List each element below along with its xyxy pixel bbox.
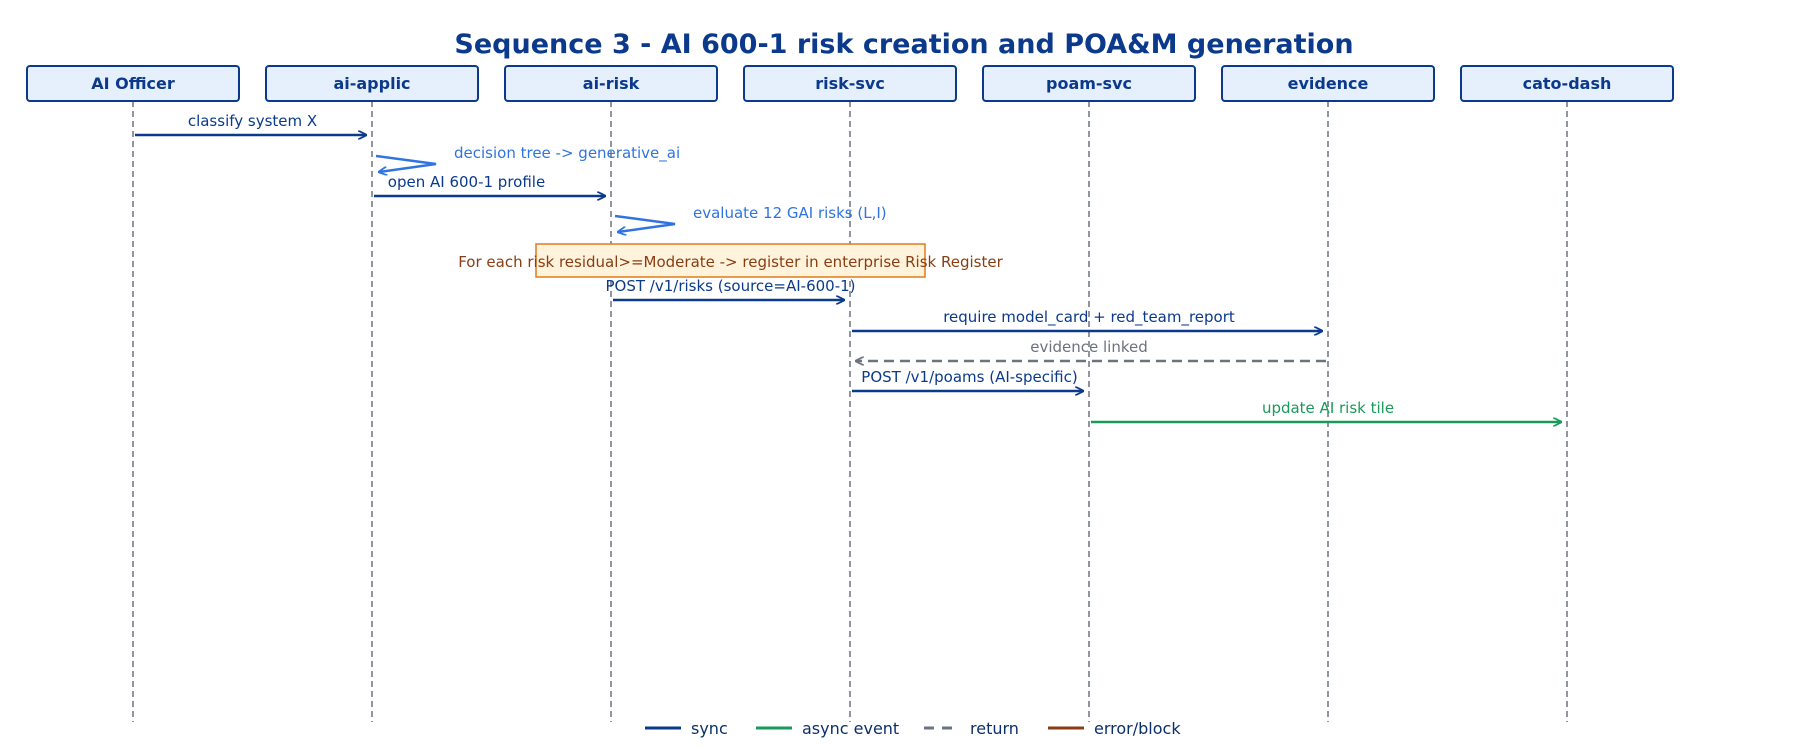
message-evidence-to-risksvc: evidence linked bbox=[856, 338, 1326, 361]
actor-label: ai-applic bbox=[333, 74, 410, 93]
self-arrow bbox=[614, 214, 676, 232]
lifelines bbox=[132, 101, 1568, 722]
message-label: update AI risk tile bbox=[1262, 399, 1394, 417]
message-label: POST /v1/risks (source=AI-600-1) bbox=[605, 277, 855, 295]
actor-box bbox=[982, 65, 1196, 102]
actor-label: poam-svc bbox=[1046, 74, 1132, 93]
legend-item-return: return bbox=[924, 719, 1019, 738]
messages: classify system X decision tree -> genera… bbox=[135, 112, 1561, 422]
actor-poam: poam-svc bbox=[982, 65, 1196, 102]
legend-item-error: error/block bbox=[1048, 719, 1181, 738]
legend-label: error/block bbox=[1094, 719, 1181, 738]
message-applic-to-risk: open AI 600-1 profile bbox=[374, 173, 605, 196]
message-poam-to-cato: update AI risk tile bbox=[1091, 399, 1561, 422]
message-label: require model_card + red_team_report bbox=[943, 308, 1235, 327]
actor-box bbox=[265, 65, 479, 102]
message-label: decision tree -> generative_ai bbox=[454, 144, 680, 163]
message-label: evidence linked bbox=[1030, 338, 1148, 356]
self-arrow bbox=[375, 154, 437, 172]
actors: AI Officer ai-applic ai-risk risk-svc poam-s… bbox=[26, 65, 1674, 102]
legend-item-sync: sync bbox=[645, 719, 728, 738]
legend-label: sync bbox=[691, 719, 728, 738]
diagram-title: Sequence 3 - AI 600-1 risk creation and … bbox=[454, 29, 1353, 60]
notes: For each risk residual>=Moderate -> regi… bbox=[458, 243, 1004, 278]
actor-box bbox=[1460, 65, 1674, 102]
actor-label: cato-dash bbox=[1523, 74, 1612, 93]
message-label: POST /v1/poams (AI-specific) bbox=[861, 368, 1077, 386]
message-risksvc-to-poam: POST /v1/poams (AI-specific) bbox=[852, 368, 1083, 391]
message-risksvc-to-evidence: require model_card + red_team_report bbox=[852, 308, 1322, 331]
note-label: For each risk residual>=Moderate -> regi… bbox=[458, 253, 1003, 271]
actor-risk: ai-risk bbox=[504, 65, 718, 102]
message-officer-to-applic: classify system X bbox=[135, 112, 366, 135]
message-label: open AI 600-1 profile bbox=[388, 173, 545, 191]
actor-applic: ai-applic bbox=[265, 65, 479, 102]
legend-label: async event bbox=[802, 719, 899, 738]
actor-box bbox=[26, 65, 240, 102]
note: For each risk residual>=Moderate -> regi… bbox=[458, 243, 1004, 278]
actor-officer: AI Officer bbox=[26, 65, 240, 102]
actor-label: risk-svc bbox=[815, 74, 885, 93]
actor-cato: cato-dash bbox=[1460, 65, 1674, 102]
legend-label: return bbox=[970, 719, 1019, 738]
legend: sync async event return error/block bbox=[645, 719, 1181, 738]
message-risk-to-risksvc: POST /v1/risks (source=AI-600-1) bbox=[605, 277, 856, 300]
actor-label: evidence bbox=[1288, 74, 1369, 93]
actor-box bbox=[743, 65, 957, 102]
actor-risksvc: risk-svc bbox=[743, 65, 957, 102]
legend-item-async: async event bbox=[756, 719, 899, 738]
actor-label: AI Officer bbox=[91, 74, 175, 93]
message-applic-to-applic: decision tree -> generative_ai bbox=[375, 144, 680, 172]
message-risk-to-risk: evaluate 12 GAI risks (L,I) bbox=[614, 204, 887, 232]
message-label: evaluate 12 GAI risks (L,I) bbox=[693, 204, 887, 222]
actor-label: ai-risk bbox=[583, 74, 640, 93]
actor-evidence: evidence bbox=[1221, 65, 1435, 102]
actor-box bbox=[504, 65, 718, 102]
actor-box bbox=[1221, 65, 1435, 102]
note-box bbox=[535, 243, 926, 278]
message-label: classify system X bbox=[188, 112, 317, 130]
